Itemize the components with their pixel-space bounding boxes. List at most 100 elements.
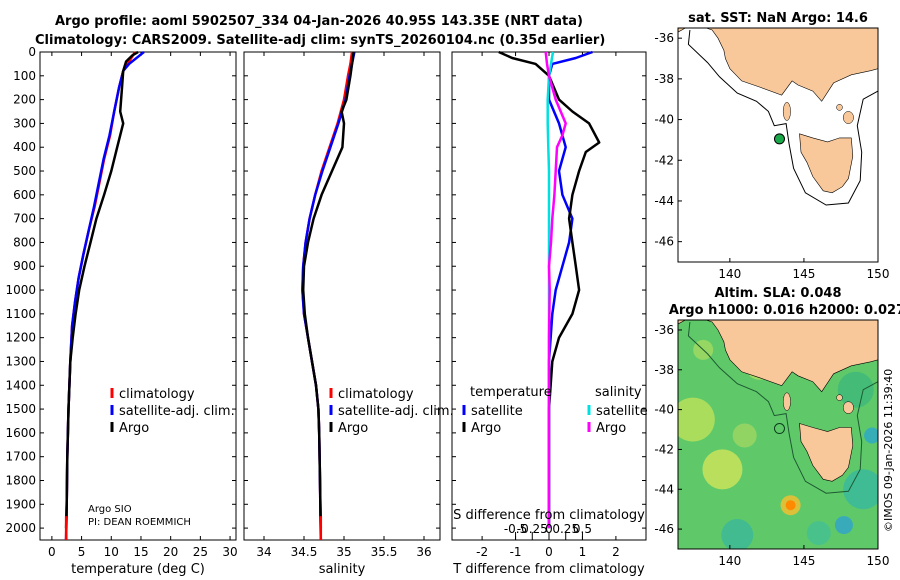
tasmania xyxy=(799,133,854,194)
island xyxy=(842,111,854,124)
temperature-plot-frame xyxy=(39,51,237,541)
sst-map-frame xyxy=(677,27,879,263)
y-tick-label: 500 xyxy=(13,164,36,178)
y-tick-label: 1600 xyxy=(5,426,36,440)
x-axis-label: temperature (deg C) xyxy=(71,562,205,577)
figure-title-line2: Climatology: CARS2009. Satellite-adj cli… xyxy=(35,33,606,48)
y-tick-label: 1800 xyxy=(5,473,36,487)
x-tick-label: -2 xyxy=(476,545,488,559)
y-tick-label: 1300 xyxy=(5,354,36,368)
x2-tick-label: -0.5 xyxy=(504,522,527,536)
note-line: Argo SIO xyxy=(88,504,132,515)
mainland-australia xyxy=(678,320,878,393)
island xyxy=(836,394,843,401)
sst-map-title: sat. SST: NaN Argo: 14.6 xyxy=(688,11,868,26)
y-tick-label: 100 xyxy=(13,69,36,83)
sla-anomaly-patch xyxy=(732,423,757,448)
temperature-profile-chart: 0100200300400500600700800900100011001200… xyxy=(5,45,237,577)
series-line-s-argo xyxy=(544,51,567,529)
y-tick-label: 1200 xyxy=(5,331,36,345)
legend-label: satellite-adj. clim. xyxy=(119,404,235,419)
y-tick-label: 1500 xyxy=(5,402,36,416)
island xyxy=(782,102,791,121)
x-tick-label: -1 xyxy=(510,545,522,559)
x-tick-label: 30 xyxy=(222,545,237,559)
legend-title: salinity xyxy=(595,385,642,400)
y-tick-label: -38 xyxy=(654,72,674,86)
mainland-australia xyxy=(678,28,878,102)
legend-label: satellite xyxy=(596,404,648,419)
y-tick-label: 0 xyxy=(28,45,36,59)
legend-label: climatology xyxy=(338,387,414,402)
sla-anomaly-patch xyxy=(843,469,878,510)
x-tick-label: 35 xyxy=(336,545,351,559)
x2-tick-label: 0 xyxy=(545,522,553,536)
y-tick-label: 1000 xyxy=(5,283,36,297)
y-tick-label: 300 xyxy=(13,116,36,130)
island xyxy=(842,401,854,414)
salinity-profile-chart: 34 34.5 35 35.5 36 salinity climatology satelli… xyxy=(243,51,454,577)
shelf-contour xyxy=(687,29,878,206)
legend-label: satellite-adj. clim. xyxy=(338,404,454,419)
y-tick-label: 900 xyxy=(13,259,36,273)
y-tick-label: -42 xyxy=(654,153,674,167)
y-tick-label: -44 xyxy=(654,482,674,496)
legend-label: Argo xyxy=(338,421,368,436)
island xyxy=(836,104,843,111)
imos-timestamp-label: ©IMOS 09-Jan-2026 11:39:40 xyxy=(882,368,895,532)
x-tick-label: 10 xyxy=(104,545,119,559)
x-tick-label: 20 xyxy=(163,545,178,559)
sla-anomaly-patch xyxy=(785,500,796,511)
y-tick-label: 2000 xyxy=(5,521,36,535)
y-tick-label: -46 xyxy=(654,522,674,536)
x-tick-label: 150 xyxy=(867,267,890,281)
x-tick-label: 2 xyxy=(612,545,620,559)
y-tick-label: -36 xyxy=(654,323,674,337)
sla-anomaly-patch xyxy=(702,449,743,490)
y-tick-label: 600 xyxy=(13,188,36,202)
sla-map-title: Argo h1000: 0.016 h2000: 0.027 xyxy=(669,303,900,318)
sla-map-title: Altim. SLA: 0.048 xyxy=(715,286,842,301)
sla-map: Altim. SLA: 0.048 Argo h1000: 0.016 h2000… xyxy=(654,286,900,568)
x-tick-label: 1 xyxy=(579,545,587,559)
x-axis-label: salinity xyxy=(319,562,366,577)
y-tick-label: -46 xyxy=(654,235,674,249)
y-tick-label: 1900 xyxy=(5,497,36,511)
series-line-argo xyxy=(64,50,139,529)
y-tick-label: -42 xyxy=(654,442,674,456)
shelf-contour xyxy=(687,321,878,494)
x2-tick-label: 0.5 xyxy=(573,522,592,536)
legend-label: climatology xyxy=(119,387,195,402)
sla-anomaly-patch xyxy=(834,516,853,535)
x-tick-label: 145 xyxy=(792,267,815,281)
y-tick-label: 700 xyxy=(13,212,36,226)
tasmania xyxy=(799,423,854,482)
x-tick-label: 150 xyxy=(867,554,890,568)
y-tick-label: -40 xyxy=(654,113,674,127)
x-tick-label: 15 xyxy=(133,545,148,559)
x-tick-label: 140 xyxy=(718,554,741,568)
legend-label: Argo xyxy=(596,421,626,436)
y-tick-label: 200 xyxy=(13,93,36,107)
argo-float-marker xyxy=(773,133,785,145)
legend-title: temperature xyxy=(470,385,552,400)
x-tick-label: 145 xyxy=(792,554,815,568)
difference-profile-chart: -2 -1 0 1 2 T difference from climatology -0.5… xyxy=(451,50,648,577)
x-tick-label: 0 xyxy=(545,545,553,559)
x2-tick-label: 0.25 xyxy=(552,522,579,536)
y-tick-label: 400 xyxy=(13,140,36,154)
x-tick-label: 25 xyxy=(193,545,208,559)
island xyxy=(782,392,791,411)
salinity-plot-frame xyxy=(243,51,441,541)
y-tick-label: 800 xyxy=(13,235,36,249)
x-tick-label: 34 xyxy=(256,545,271,559)
x-tick-label: 35.5 xyxy=(371,545,398,559)
y-tick-label: -40 xyxy=(654,403,674,417)
sla-anomaly-patch xyxy=(837,371,874,408)
y-tick-label: 1400 xyxy=(5,378,36,392)
x-tick-label: 0 xyxy=(48,545,56,559)
x-tick-label: 36 xyxy=(416,545,431,559)
x2-tick-label: -0.25 xyxy=(517,522,548,536)
sst-map-content xyxy=(678,28,878,262)
